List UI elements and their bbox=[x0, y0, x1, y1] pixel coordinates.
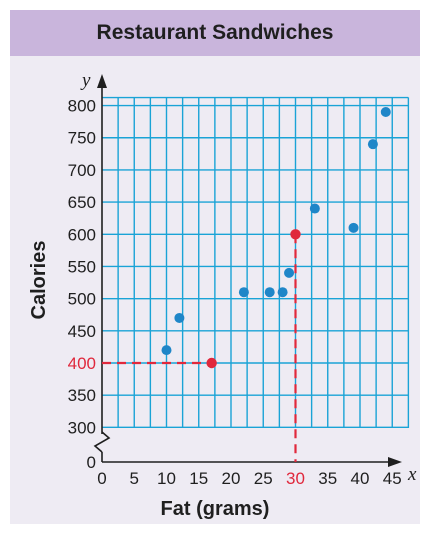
chart-panel: Restaurant Sandwiches x y 0 300 350 400 450 500… bbox=[10, 10, 420, 524]
data-point bbox=[277, 287, 288, 298]
x-tick-label: 30 bbox=[286, 469, 305, 488]
y-tick-label: 0 bbox=[87, 453, 96, 472]
y-tick-label: 750 bbox=[68, 129, 96, 148]
y-tick-label: 800 bbox=[68, 97, 96, 116]
x-tick-label: 40 bbox=[351, 469, 370, 488]
data-point bbox=[309, 203, 320, 214]
x-tick-label: 20 bbox=[222, 469, 241, 488]
data-point bbox=[174, 312, 185, 323]
y-tick-label: 600 bbox=[68, 225, 96, 244]
data-point bbox=[264, 287, 275, 298]
axis-break-mask bbox=[94, 434, 110, 452]
x-tick-label: 25 bbox=[254, 469, 273, 488]
y-tick-label: 550 bbox=[68, 257, 96, 276]
x-tick-label: 15 bbox=[189, 469, 208, 488]
highlighted-point bbox=[206, 357, 217, 369]
x-tick-label: 0 bbox=[97, 469, 106, 488]
x-tick-label: 35 bbox=[318, 469, 337, 488]
chart-title-bar: Restaurant Sandwiches bbox=[10, 10, 420, 56]
y-tick-label: 300 bbox=[68, 418, 96, 437]
data-point bbox=[380, 106, 391, 117]
x-axis-variable: x bbox=[407, 464, 417, 485]
y-tick-label: 500 bbox=[68, 290, 96, 309]
y-tick-label: 350 bbox=[68, 386, 96, 405]
scatter-plot: x y 0 300 350 400 450 500 550 600 650 700 750 800 0 5 10… bbox=[28, 70, 417, 520]
x-axis-arrow bbox=[388, 457, 402, 467]
x-axis-title: Fat (grams) bbox=[161, 498, 270, 520]
y-axis-break bbox=[93, 431, 111, 453]
chart-title: Restaurant Sandwiches bbox=[96, 21, 334, 44]
data-point bbox=[161, 345, 172, 356]
data-point bbox=[348, 222, 359, 233]
y-axis-variable: y bbox=[80, 70, 91, 91]
x-tick-label: 45 bbox=[383, 469, 402, 488]
data-point bbox=[367, 139, 378, 150]
y-tick-label: 450 bbox=[68, 322, 96, 341]
x-tick-label: 10 bbox=[157, 469, 176, 488]
data-point bbox=[284, 267, 295, 278]
y-axis-arrow bbox=[97, 74, 107, 88]
data-point bbox=[238, 287, 249, 298]
y-tick-label: 400 bbox=[68, 354, 96, 373]
y-tick-label: 650 bbox=[68, 193, 96, 212]
highlighted-point bbox=[290, 229, 301, 240]
y-axis-title: Calories bbox=[28, 241, 50, 320]
y-tick-label: 700 bbox=[68, 161, 96, 180]
x-tick-label: 5 bbox=[130, 469, 139, 488]
